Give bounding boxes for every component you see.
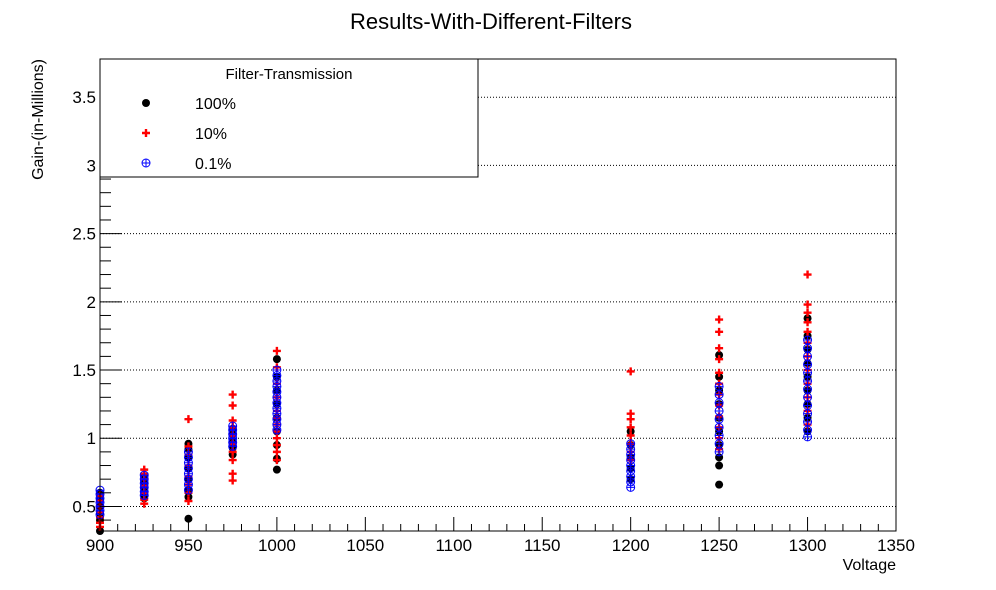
legend-marker [142,129,150,137]
data-point [228,476,237,485]
data-point [272,441,281,450]
data-point [715,351,724,360]
x-tick-label: 950 [174,536,202,555]
data-point [228,456,237,465]
data-point [184,496,193,505]
legend-marker-cross [142,159,150,167]
data-point-cross [272,366,281,375]
x-axis-label: Voltage [843,557,896,574]
data-point [715,355,724,364]
legend-label: 100% [195,96,236,113]
data-point-cross [803,368,812,377]
data-point [715,368,724,377]
data-point-cross [715,431,724,440]
data-point-cross [228,421,237,430]
x-tick-label: 1100 [435,536,472,555]
data-point [803,318,812,327]
legend-box [99,58,479,178]
data-point-cross [715,406,724,415]
y-tick-label: 0.5 [72,497,96,516]
data-point [228,469,237,478]
data-point [715,327,724,336]
plot-frame [99,58,897,532]
legend-marker [142,99,150,107]
legend-label: 0.1% [195,156,231,173]
data-point [272,346,281,355]
y-tick-label: 2 [87,293,96,312]
data-point [272,355,281,364]
x-tick-label: 1250 [700,536,738,555]
data-point [228,401,237,410]
data-point [272,447,281,456]
data-point [184,492,193,501]
data-point-cross [803,417,812,426]
data-point-cross [715,439,724,448]
data-point [626,431,635,440]
data-point-cross [715,398,724,407]
data-point-cross [715,390,724,399]
x-tick-label: 900 [86,536,114,555]
data-point [803,314,812,323]
data-point [626,427,635,436]
data-point [272,465,281,474]
data-point-cross [715,447,724,456]
chart-title: Results-With-Different-Filters [350,9,632,34]
data-point-cross [715,423,724,432]
data-point [715,344,724,353]
data-point [626,409,635,418]
data-point [626,423,635,432]
axis-ticks: 0.5 1 1.5 2 2.5 3 3.5 900 950 1000 1050 1100 1150 120… [72,69,915,555]
data-point [715,372,724,381]
data-point [272,456,281,465]
data-point-cross [803,385,812,394]
data-point [803,300,812,309]
data-point-cross [715,415,724,424]
y-tick-label: 2.5 [72,225,96,244]
data-point-cross [803,344,812,353]
data-point [715,461,724,470]
data-point [803,327,812,336]
y-axis-label: Gain-(in-Millions) [30,59,47,180]
legend-entries: 100% 10% 0.1% [141,96,236,173]
data-point [715,480,724,489]
data-point-cross [803,352,812,361]
y-tick-label: 3.5 [72,88,96,107]
data-point-cross [715,382,724,391]
data-point-cross [140,471,149,480]
y-tick-label: 3 [87,156,96,175]
data-point [715,315,724,324]
data-point-cross [803,393,812,402]
data-point [184,415,193,424]
data-point [272,434,281,443]
data-point [803,308,812,317]
x-tick-label: 1000 [258,536,296,555]
data-point-cross [626,439,635,448]
data-point-cross [184,447,193,456]
data-point [626,367,635,376]
x-tick-label: 1050 [346,536,384,555]
x-tick-label: 1150 [524,536,561,555]
x-tick-label: 1350 [877,536,915,555]
x-tick-label: 1300 [789,536,827,555]
data-points [95,270,813,535]
data-point [803,270,812,279]
data-point-cross [803,409,812,418]
x-tick-label: 1200 [612,536,650,555]
data-point [228,390,237,399]
y-tick-label: 1 [87,429,96,448]
legend: Filter-Transmission 100% 10% 0.1% [99,58,479,178]
data-point-cross [803,401,812,410]
legend-title: Filter-Transmission [226,66,353,83]
data-point-cross [803,376,812,385]
data-point-cross [803,426,812,435]
data-point-cross [803,336,812,345]
data-point-cross [803,360,812,369]
legend-label: 10% [195,126,227,143]
y-tick-label: 1.5 [72,361,96,380]
